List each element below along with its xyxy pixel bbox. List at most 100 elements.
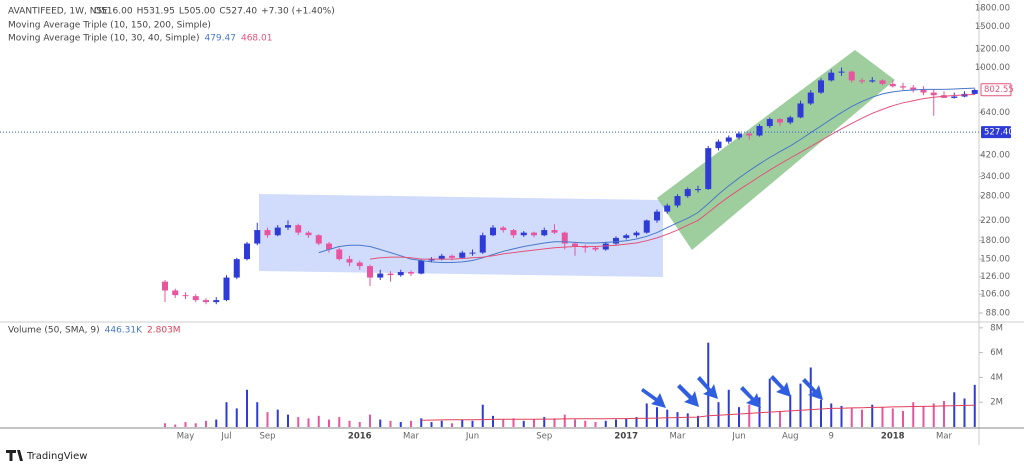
candle-body [469,252,476,254]
candle-body [367,266,373,278]
candle-body [500,227,507,231]
volume-bar [420,418,423,427]
candle-body [889,83,896,87]
volume-bar [820,399,822,427]
y-tick-label: 6M [990,348,1003,358]
last-price-label: 527.40 [984,128,1014,138]
volume-bar [399,422,402,427]
marks [162,67,978,427]
y-tick-label: 1500.00 [975,22,1010,32]
y-tick-label: 4M [990,373,1003,383]
y-tick-label: 280.00 [980,192,1010,202]
candle-body [818,80,824,93]
y-tick-label: 88.00 [986,309,1010,319]
indicator-readout: 468.01 [241,34,273,44]
volume-bar [779,410,781,427]
x-tick-label: Mar [669,432,686,442]
volume-bar [604,420,607,427]
volume-bar [686,413,689,427]
ma-price-label: 802.55 [984,85,1014,95]
volume-bar [830,403,833,427]
candle-body [305,232,312,236]
x-tick-label: Jun [731,432,745,442]
candle-body [930,92,937,96]
candle-body [613,237,619,244]
x-tick-label: 2017 [614,432,638,442]
volume-bar [266,412,269,427]
volume-bar [635,417,638,427]
volume-bar [307,418,310,427]
candle-body [879,80,886,84]
volume-bar [932,403,935,427]
candle-body [254,230,261,244]
candle-body [233,259,240,278]
candle-body [746,133,753,136]
candle-body [910,87,917,91]
candle-body [397,272,404,276]
x-tick-label: Sep [259,432,275,442]
arrow [770,375,791,397]
volume-readout: 2.803M [147,326,181,336]
volume-bar [840,405,843,427]
candle-body [295,225,302,233]
volume-readout: 446.31K [105,326,143,336]
volume-bar [881,407,884,427]
symbol: AVANTIFEED, 1W, NSE [8,7,108,17]
x-tick-label: 2016 [348,432,372,442]
indicator-readout: 479.47 [204,34,236,44]
volume-bar [215,419,218,427]
candle-body [951,96,958,98]
range-box [259,194,663,277]
volume-bar [246,389,248,427]
x-tick-label: May [177,432,195,442]
candle-body [572,243,578,247]
volume-bar [379,419,382,427]
candle-body [602,243,609,250]
volume-bar [389,420,392,427]
volume-bar [492,415,494,427]
volume-bar [594,422,597,427]
y-tick-label: 420.00 [980,151,1010,161]
candle-body [213,300,220,303]
volume-bar [656,407,658,427]
arrow [677,384,699,407]
arrow [802,378,823,400]
candle-body [756,126,763,136]
last-price-box [981,126,1011,139]
volume-bar [348,420,351,427]
candle-body [418,260,425,274]
volume-bar [584,420,587,427]
x-tick-label: Jul [220,432,231,442]
volume-bar [369,414,371,427]
volume-bar [317,415,320,427]
candle-body [582,246,589,248]
ohlc-value: H531.95 [137,7,175,17]
candle-body [428,259,435,261]
candle-body [551,230,558,233]
volume-bar [625,418,628,427]
candle-body [346,259,353,263]
candle-body [592,247,599,250]
candle-body [900,86,906,88]
volume-bar [574,419,576,427]
volume-bar [717,402,720,427]
candle-body [736,133,742,138]
candle-body [449,255,455,258]
x-tick-label: 9 [829,432,834,442]
candle-body [664,205,671,212]
volume-bar [481,404,484,427]
candle-body [377,273,384,278]
y-tick-label: 220.00 [980,216,1010,226]
volume-ma [421,404,975,421]
y-tick-label: 2M [990,398,1003,408]
candle-body [264,230,271,236]
volume-bar [338,417,341,427]
candle-body [182,295,189,297]
volume-bar [461,419,464,427]
candle-body [633,232,640,236]
candle-body [479,235,486,253]
volume-bar [902,410,904,427]
candle-body [807,92,814,104]
volume-bar [861,409,863,427]
